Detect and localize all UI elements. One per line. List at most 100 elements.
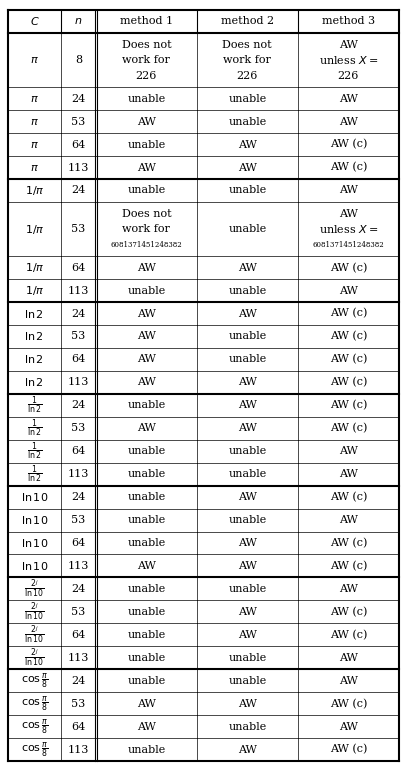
Text: method 3: method 3 bbox=[322, 16, 375, 26]
Text: 53: 53 bbox=[71, 224, 85, 234]
Text: AW: AW bbox=[238, 308, 257, 318]
Text: 53: 53 bbox=[71, 515, 85, 525]
Text: AW (c): AW (c) bbox=[330, 378, 367, 388]
Text: AW: AW bbox=[238, 607, 257, 617]
Text: AW: AW bbox=[238, 162, 257, 172]
Text: AW: AW bbox=[339, 676, 358, 686]
Text: $\cos\frac{\pi}{8}$: $\cos\frac{\pi}{8}$ bbox=[21, 671, 48, 690]
Text: 8: 8 bbox=[75, 55, 82, 65]
Text: unable: unable bbox=[127, 446, 166, 456]
Text: AW: AW bbox=[238, 698, 257, 708]
Text: $\ln 2$: $\ln 2$ bbox=[24, 308, 44, 320]
Text: 113: 113 bbox=[68, 561, 89, 571]
Text: AW: AW bbox=[238, 401, 257, 411]
Text: unable: unable bbox=[228, 584, 267, 594]
Text: $\pi$: $\pi$ bbox=[30, 162, 39, 172]
Text: AW (c): AW (c) bbox=[330, 262, 367, 273]
Text: 113: 113 bbox=[68, 162, 89, 172]
Text: unable: unable bbox=[228, 721, 267, 731]
Text: AW (c): AW (c) bbox=[330, 538, 367, 548]
Text: 226: 226 bbox=[236, 71, 258, 81]
Text: AW: AW bbox=[238, 744, 257, 754]
Text: work for: work for bbox=[223, 55, 271, 65]
Text: $\cos\frac{\pi}{8}$: $\cos\frac{\pi}{8}$ bbox=[21, 740, 48, 759]
Text: unable: unable bbox=[127, 584, 166, 594]
Text: AW: AW bbox=[339, 721, 358, 731]
Text: 64: 64 bbox=[71, 139, 85, 149]
Text: 24: 24 bbox=[71, 492, 85, 502]
Text: AW: AW bbox=[339, 208, 358, 218]
Text: 53: 53 bbox=[71, 331, 85, 341]
Text: AW: AW bbox=[339, 584, 358, 594]
Text: AW: AW bbox=[137, 162, 156, 172]
Text: unable: unable bbox=[127, 492, 166, 502]
Text: AW: AW bbox=[137, 355, 156, 365]
Text: 64: 64 bbox=[71, 630, 85, 640]
Text: unable: unable bbox=[127, 744, 166, 754]
Text: 113: 113 bbox=[68, 653, 89, 663]
Text: unable: unable bbox=[228, 653, 267, 663]
Text: $\pi$: $\pi$ bbox=[30, 55, 39, 65]
Text: $n$: $n$ bbox=[74, 16, 83, 26]
Text: unable: unable bbox=[228, 224, 267, 234]
Text: unable: unable bbox=[228, 331, 267, 341]
Text: $\pi$: $\pi$ bbox=[30, 117, 39, 127]
Text: unable: unable bbox=[127, 139, 166, 149]
Text: unable: unable bbox=[127, 676, 166, 686]
Text: $\frac{1}{\ln 2}$: $\frac{1}{\ln 2}$ bbox=[27, 394, 42, 416]
Text: unable: unable bbox=[228, 515, 267, 525]
Text: AW: AW bbox=[339, 515, 358, 525]
Text: $1/\pi$: $1/\pi$ bbox=[24, 184, 44, 197]
Text: AW (c): AW (c) bbox=[330, 423, 367, 434]
Text: unable: unable bbox=[127, 607, 166, 617]
Text: 53: 53 bbox=[71, 117, 85, 127]
Text: $\ln 10$: $\ln 10$ bbox=[21, 560, 48, 572]
Text: unable: unable bbox=[228, 185, 267, 195]
Text: $1/\pi$: $1/\pi$ bbox=[24, 222, 44, 235]
Text: 113: 113 bbox=[68, 744, 89, 754]
Text: unable: unable bbox=[127, 285, 166, 295]
Text: $\frac{2^j}{\ln 10}$: $\frac{2^j}{\ln 10}$ bbox=[24, 624, 44, 645]
Text: $\cos\frac{\pi}{8}$: $\cos\frac{\pi}{8}$ bbox=[21, 717, 48, 736]
Text: 24: 24 bbox=[71, 185, 85, 195]
Text: unable: unable bbox=[127, 538, 166, 548]
Text: $\frac{1}{\ln 2}$: $\frac{1}{\ln 2}$ bbox=[27, 464, 42, 485]
Text: AW: AW bbox=[238, 263, 257, 273]
Text: AW: AW bbox=[238, 423, 257, 433]
Text: AW: AW bbox=[137, 698, 156, 708]
Text: unable: unable bbox=[228, 469, 267, 479]
Text: $\frac{1}{\ln 2}$: $\frac{1}{\ln 2}$ bbox=[27, 441, 42, 462]
Text: unable: unable bbox=[127, 653, 166, 663]
Text: unable: unable bbox=[228, 446, 267, 456]
Text: AW: AW bbox=[137, 331, 156, 341]
Text: $\ln 2$: $\ln 2$ bbox=[24, 354, 44, 365]
Text: $\ln 2$: $\ln 2$ bbox=[24, 331, 44, 342]
Text: $\frac{2^j}{\ln 10}$: $\frac{2^j}{\ln 10}$ bbox=[24, 647, 44, 667]
Text: $\cos\frac{\pi}{8}$: $\cos\frac{\pi}{8}$ bbox=[21, 694, 48, 713]
Text: 64: 64 bbox=[71, 721, 85, 731]
Text: $1/\pi$: $1/\pi$ bbox=[24, 284, 44, 297]
Text: unable: unable bbox=[228, 117, 267, 127]
Text: work for: work for bbox=[123, 55, 171, 65]
Text: AW: AW bbox=[238, 492, 257, 502]
Text: unable: unable bbox=[127, 630, 166, 640]
Text: $\pi$: $\pi$ bbox=[30, 94, 39, 104]
Text: AW: AW bbox=[339, 117, 358, 127]
Text: method 1: method 1 bbox=[120, 16, 173, 26]
Text: $1/\pi$: $1/\pi$ bbox=[24, 261, 44, 274]
Text: Does not: Does not bbox=[223, 39, 272, 49]
Text: 226: 226 bbox=[136, 71, 157, 81]
Text: unable: unable bbox=[127, 94, 166, 104]
Text: AW (c): AW (c) bbox=[330, 561, 367, 571]
Text: unable: unable bbox=[127, 401, 166, 411]
Text: Does not: Does not bbox=[122, 208, 171, 218]
Text: AW: AW bbox=[238, 378, 257, 388]
Text: 24: 24 bbox=[71, 584, 85, 594]
Text: AW (c): AW (c) bbox=[330, 308, 367, 318]
Text: 53: 53 bbox=[71, 423, 85, 433]
Text: 53: 53 bbox=[71, 607, 85, 617]
Text: $\pi$: $\pi$ bbox=[30, 139, 39, 149]
Text: 64: 64 bbox=[71, 446, 85, 456]
Text: 64: 64 bbox=[71, 355, 85, 365]
Text: 24: 24 bbox=[71, 94, 85, 104]
